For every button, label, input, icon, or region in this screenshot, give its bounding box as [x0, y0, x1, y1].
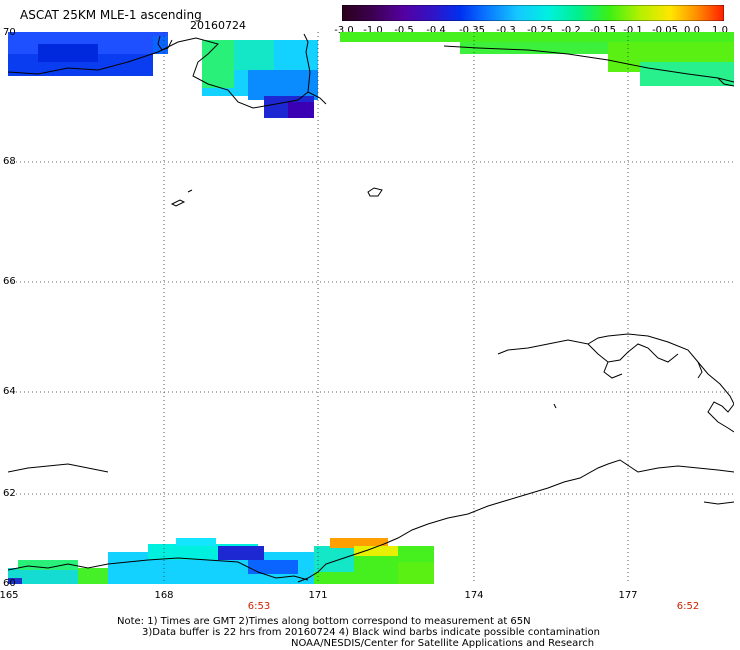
lat-label: 70: [3, 27, 16, 38]
time-label: 6:52: [676, 601, 700, 612]
lon-label: 168: [154, 590, 174, 601]
colorbar-tick: -0.2: [561, 25, 581, 36]
colorbar-tick: -0.35: [459, 25, 485, 36]
lat-label: 62: [3, 488, 16, 499]
swath-top-middle: [202, 40, 318, 118]
colorbar-tick: -1.0: [363, 25, 383, 36]
colorbar-tick: 0.0: [684, 25, 700, 36]
footer-credit: NOAA/NESDIS/Center for Satellite Applica…: [291, 638, 595, 649]
colorbar-tick: -0.05: [652, 25, 678, 36]
time-label: 6:53: [247, 601, 271, 612]
footer-note-line1: Note: 1) Times are GMT 2)Times along bot…: [117, 616, 531, 627]
lat-label: 60: [3, 578, 16, 589]
colorbar-tick: -0.3: [496, 25, 516, 36]
colorbar-tick: -0.25: [527, 25, 553, 36]
colorbar-tick: -0.1: [623, 25, 643, 36]
lat-label: 66: [3, 276, 16, 287]
colorbar-tick: -0.15: [590, 25, 616, 36]
map-title: ASCAT 25KM MLE-1 ascending: [20, 8, 202, 22]
lat-label: 64: [3, 386, 16, 397]
graticule: [8, 32, 734, 584]
colorbar-tick: -0.5: [394, 25, 414, 36]
colorbar: [342, 5, 724, 21]
lon-label: 171: [308, 590, 328, 601]
lon-label: 174: [464, 590, 484, 601]
colorbar-tick: 1.0: [712, 25, 728, 36]
colorbar-tick: -0.4: [426, 25, 446, 36]
lat-label: 68: [3, 156, 16, 167]
swath-bottom-left: [8, 538, 328, 584]
coastlines: [8, 33, 734, 583]
map-panel: [8, 32, 734, 584]
colorbar-tick: -3.0: [334, 25, 354, 36]
footer-note-line2: 3)Data buffer is 22 hrs from 20160724 4)…: [142, 627, 600, 638]
swath-top-right: [340, 32, 734, 86]
map-date: 20160724: [190, 19, 246, 32]
swath-bottom-centre: [314, 538, 434, 584]
lon-label: 165: [0, 590, 19, 601]
lon-label: 177: [618, 590, 638, 601]
